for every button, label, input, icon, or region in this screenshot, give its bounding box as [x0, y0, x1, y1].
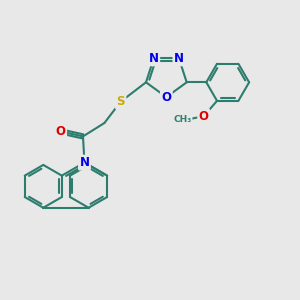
Text: N: N	[149, 52, 159, 65]
Text: O: O	[199, 110, 208, 123]
Text: CH₃: CH₃	[174, 115, 192, 124]
Text: S: S	[116, 95, 125, 108]
Text: O: O	[56, 125, 66, 138]
Text: N: N	[80, 156, 89, 169]
Text: N: N	[174, 52, 184, 65]
Text: O: O	[161, 91, 171, 103]
